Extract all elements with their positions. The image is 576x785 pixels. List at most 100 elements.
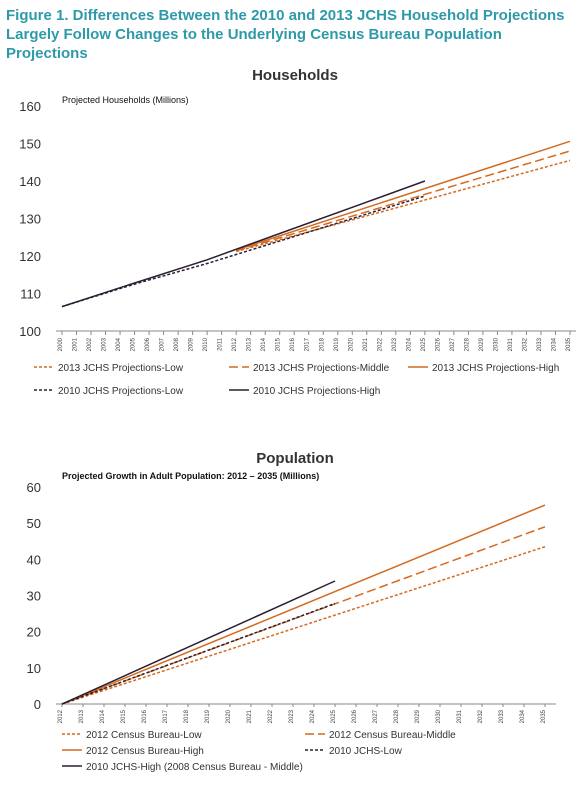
x-tick-label: 2003 [102, 337, 108, 351]
x-tick-label: 2022 [377, 337, 383, 351]
x-tick-label: 2018 [184, 709, 190, 723]
y-tick-label: 160 [19, 99, 41, 114]
x-tick-label: 2025 [331, 709, 337, 723]
x-tick-label: 2015 [121, 709, 127, 723]
x-tick-label: 2012 [58, 709, 64, 723]
series-line [236, 159, 571, 253]
x-tick-label: 2000 [58, 337, 64, 351]
legend-item: 2013 JCHS Projections-Low [34, 363, 184, 374]
x-tick-label: 2032 [522, 337, 528, 351]
series-line [235, 140, 571, 251]
legend-label: 2012 Census Bureau-Low [86, 730, 202, 741]
chart-title: Households [252, 67, 338, 84]
x-tick-label: 2001 [73, 337, 79, 351]
legend-label: 2010 JCHS Projections-High [253, 386, 380, 397]
y-tick-label: 130 [19, 212, 41, 227]
x-tick-label: 2034 [551, 337, 557, 351]
x-tick-label: 2021 [247, 709, 253, 723]
x-tick-label: 2035 [566, 337, 572, 351]
x-tick-label: 2031 [508, 337, 514, 351]
legend-label: 2010 JCHS-High (2008 Census Bureau - Mid… [86, 762, 303, 773]
legend-label: 2013 JCHS Projections-High [432, 363, 559, 374]
chart-title: Population [256, 450, 334, 467]
x-tick-label: 2004 [116, 337, 122, 351]
x-tick-label: 2017 [163, 709, 169, 723]
x-tick-label: 2023 [392, 337, 398, 351]
y-tick-label: 150 [19, 137, 41, 152]
households-chart: Households Projected Households (Million… [19, 67, 576, 397]
x-tick-label: 2028 [464, 337, 470, 351]
x-tick-label: 2033 [499, 709, 505, 723]
legend-item: 2013 JCHS Projections-High [408, 363, 559, 374]
y-tick-label: 10 [27, 661, 41, 676]
x-tick-label: 2010 [203, 337, 209, 351]
x-tick-label: 2020 [348, 337, 354, 351]
series-line [61, 180, 426, 308]
x-tick-label: 2021 [363, 337, 369, 351]
x-tick-label: 2007 [160, 337, 166, 351]
x-tick-label: 2009 [189, 337, 195, 351]
x-tick-label: 2024 [406, 337, 412, 351]
figure-title: Figure 1. Differences Between the 2010 a… [6, 7, 565, 62]
x-tick-label: 2027 [450, 337, 456, 351]
x-tick-label: 2020 [226, 709, 232, 723]
x-tick-label: 2016 [142, 709, 148, 723]
y-tick-label: 140 [19, 174, 41, 189]
x-tick-label: 2022 [268, 709, 274, 723]
x-tick-label: 2031 [457, 709, 463, 723]
x-tick-label: 2006 [145, 337, 151, 351]
legend-label: 2012 Census Bureau-Middle [329, 730, 456, 741]
legend-item: 2010 JCHS Projections-Low [34, 386, 184, 397]
series-line [61, 580, 336, 705]
x-tick-label: 2008 [174, 337, 180, 351]
x-tick-label: 2033 [537, 337, 543, 351]
legend-label: 2010 JCHS Projections-Low [58, 386, 184, 397]
x-tick-label: 2025 [421, 337, 427, 351]
x-tick-label: 2029 [479, 337, 485, 351]
x-tick-label: 2011 [218, 337, 224, 351]
x-tick-label: 2005 [131, 337, 137, 351]
series-line [61, 545, 546, 705]
legend-item: 2010 JCHS-High (2008 Census Bureau - Mid… [62, 762, 303, 773]
x-tick-label: 2029 [415, 709, 421, 723]
x-tick-label: 2032 [478, 709, 484, 723]
legend-item: 2010 JCHS Projections-High [229, 386, 380, 397]
x-tick-label: 2019 [334, 337, 340, 351]
y-tick-label: 0 [34, 697, 41, 712]
y-tick-label: 20 [27, 625, 41, 640]
x-tick-label: 2015 [276, 337, 282, 351]
x-tick-label: 2034 [520, 709, 526, 723]
x-tick-label: 2027 [373, 709, 379, 723]
x-tick-label: 2028 [394, 709, 400, 723]
x-tick-label: 2026 [435, 337, 441, 351]
x-tick-label: 2014 [100, 709, 106, 723]
chart-subtitle: Projected Growth in Adult Population: 20… [62, 471, 319, 481]
population-chart: Population Projected Growth in Adult Pop… [27, 450, 556, 773]
y-tick-label: 30 [27, 589, 41, 604]
x-tick-label: 2013 [247, 337, 253, 351]
legend-item: 2010 JCHS-Low [305, 746, 403, 757]
y-tick-label: 60 [27, 480, 41, 495]
legend-item: 2013 JCHS Projections-Middle [229, 363, 390, 374]
x-tick-label: 2014 [261, 337, 267, 351]
series-line [61, 195, 426, 308]
y-tick-label: 50 [27, 516, 41, 531]
legend-item: 2012 Census Bureau-High [62, 746, 204, 757]
series-line [235, 150, 571, 252]
legend-item: 2012 Census Bureau-Middle [305, 730, 456, 741]
x-tick-label: 2023 [289, 709, 295, 723]
x-tick-label: 2030 [493, 337, 499, 351]
legend-item: 2012 Census Bureau-Low [62, 730, 202, 741]
legend-label: 2010 JCHS-Low [329, 746, 403, 757]
x-tick-label: 2016 [290, 337, 296, 351]
legend-label: 2013 JCHS Projections-Low [58, 363, 184, 374]
x-tick-label: 2002 [87, 337, 93, 351]
x-tick-label: 2035 [541, 709, 547, 723]
x-tick-label: 2017 [305, 337, 311, 351]
series-line [61, 602, 336, 705]
series-line [61, 504, 546, 705]
x-tick-label: 2030 [436, 709, 442, 723]
x-tick-label: 2026 [352, 709, 358, 723]
y-tick-label: 100 [19, 324, 41, 339]
y-tick-label: 110 [20, 287, 41, 302]
